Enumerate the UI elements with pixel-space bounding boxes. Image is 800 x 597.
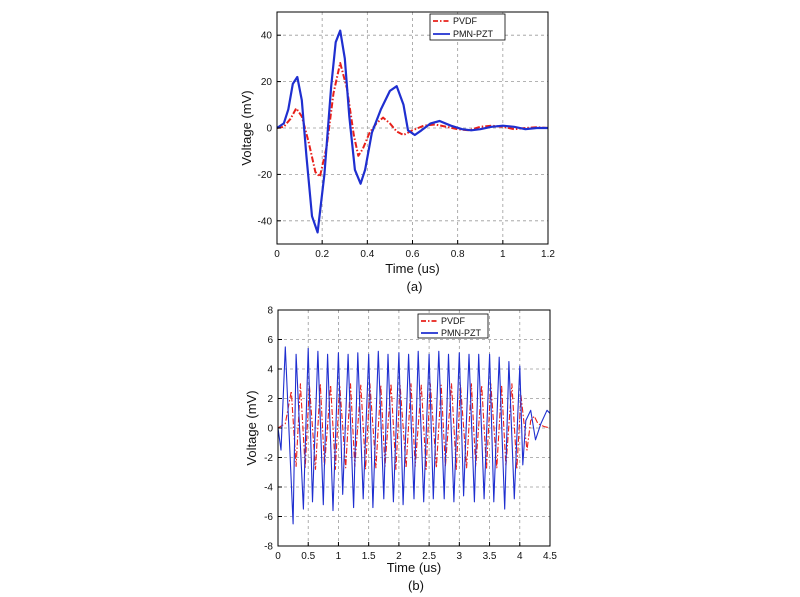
x-tick-label: 2 bbox=[396, 551, 402, 562]
x-tick-label: 1 bbox=[336, 551, 342, 562]
y-axis-label: Voltage (mV) bbox=[244, 390, 259, 465]
x-tick-label: 0.4 bbox=[360, 249, 374, 260]
series-line-pmn-pzt bbox=[276, 29, 548, 234]
y-tick-label: -6 bbox=[264, 512, 273, 523]
x-axis-label: Time (us) bbox=[385, 261, 439, 276]
figure-caption: (a) bbox=[407, 279, 423, 294]
chart-b: 0 0.5 1 1.5 2 2.5 3 3.5 4 4.5 -8 -6 -4 -2 0 2 4 6 8 Time (u… bbox=[244, 306, 557, 594]
series-line-pvdf bbox=[276, 62, 549, 178]
x-tick-label: 2.5 bbox=[422, 551, 436, 562]
y-tick-label: 8 bbox=[267, 306, 273, 317]
x-tick-label: 0 bbox=[275, 551, 281, 562]
x-tick-label: 1 bbox=[500, 249, 506, 260]
chart-a: 0 0.2 0.4 0.6 0.8 1 1.2 -40 -20 0 20 40 Time (us) Vol… bbox=[239, 11, 555, 294]
x-axis-label: Time (us) bbox=[387, 560, 441, 575]
legend-label: PVDF bbox=[453, 16, 478, 26]
x-tick-label: 0 bbox=[274, 249, 280, 260]
y-tick-label: 6 bbox=[267, 335, 273, 346]
figure-caption: (b) bbox=[408, 578, 424, 593]
x-tick-label: 4.5 bbox=[543, 551, 557, 562]
x-tick-label: 0.6 bbox=[406, 249, 420, 260]
legend-label: PMN-PZT bbox=[441, 328, 481, 338]
y-tick-label: 40 bbox=[261, 31, 273, 42]
y-tick-label: -20 bbox=[258, 170, 273, 181]
legend-label: PMN-PZT bbox=[453, 29, 493, 39]
x-tick-label: 3.5 bbox=[483, 551, 497, 562]
y-tick-label: -2 bbox=[264, 453, 273, 464]
legend: PVDF PMN-PZT bbox=[417, 313, 489, 339]
legend: PVDF PMN-PZT bbox=[429, 13, 506, 41]
x-tick-label: 0.8 bbox=[451, 249, 465, 260]
x-tick-label: 4 bbox=[517, 551, 523, 562]
y-tick-label: 2 bbox=[267, 394, 273, 405]
legend-label: PVDF bbox=[441, 316, 466, 326]
y-tick-label: -4 bbox=[264, 483, 273, 494]
y-tick-label: 4 bbox=[267, 365, 273, 376]
x-tick-label: 3 bbox=[457, 551, 463, 562]
x-tick-label: 1.5 bbox=[362, 551, 376, 562]
y-tick-label: 0 bbox=[267, 424, 273, 435]
y-tick-label: 0 bbox=[266, 124, 272, 135]
x-tick-label: 0.2 bbox=[315, 249, 329, 260]
y-tick-label: 20 bbox=[261, 77, 273, 88]
y-tick-label: -40 bbox=[258, 216, 273, 227]
y-tick-label: -8 bbox=[264, 542, 273, 553]
x-tick-label: 1.2 bbox=[541, 249, 555, 260]
y-axis-label: Voltage (mV) bbox=[239, 90, 254, 165]
x-tick-label: 0.5 bbox=[301, 551, 315, 562]
legend-box bbox=[429, 13, 506, 41]
series-line-pmn-pzt bbox=[277, 346, 551, 525]
legend-box bbox=[417, 313, 489, 339]
